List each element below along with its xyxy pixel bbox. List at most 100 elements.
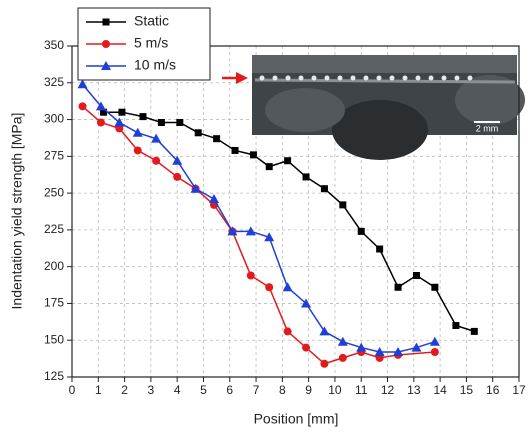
marker (249, 151, 257, 159)
scale-label: 2 mm (476, 123, 499, 133)
x-tick-label: 4 (174, 383, 181, 397)
x-tick-label: 12 (381, 383, 395, 397)
x-tick-label: 0 (69, 383, 76, 397)
marker (118, 108, 126, 116)
marker (100, 108, 108, 116)
marker (172, 155, 183, 165)
inset-indents (259, 75, 473, 81)
marker (265, 283, 274, 292)
x-tick-label: 14 (433, 383, 447, 397)
marker (133, 146, 142, 155)
marker (246, 271, 255, 280)
marker (208, 193, 219, 203)
marker (320, 359, 329, 368)
marker (265, 163, 273, 171)
marker (374, 346, 385, 356)
x-tick-label: 10 (328, 383, 342, 397)
inset-band (252, 55, 517, 73)
marker (356, 342, 367, 352)
x-tick-label: 5 (200, 383, 207, 397)
marker (339, 201, 347, 209)
marker (431, 283, 439, 291)
inset-line (254, 78, 516, 84)
marker (302, 343, 311, 352)
legend-label: 10 m/s (134, 57, 176, 73)
inset-arrow (222, 72, 248, 84)
marker (470, 327, 478, 335)
marker (231, 146, 239, 154)
marker (101, 61, 111, 70)
marker (357, 227, 365, 235)
marker (302, 173, 310, 181)
y-tick-label: 350 (44, 38, 64, 52)
marker (157, 118, 165, 126)
y-tick-label: 300 (44, 112, 64, 126)
marker (78, 102, 87, 111)
marker (394, 283, 402, 291)
inset-shape (455, 75, 525, 125)
marker (102, 18, 110, 26)
x-tick-label: 13 (407, 383, 421, 397)
marker (429, 336, 440, 346)
y-tick-label: 125 (44, 369, 64, 383)
x-tick-label: 8 (279, 383, 286, 397)
marker (77, 79, 88, 89)
marker (264, 232, 275, 242)
y-tick-label: 325 (44, 75, 64, 89)
marker (114, 117, 125, 127)
y-tick-label: 225 (44, 222, 64, 236)
marker (95, 101, 106, 111)
marker (151, 133, 162, 143)
marker (452, 322, 460, 330)
marker (227, 226, 238, 236)
marker (301, 298, 312, 308)
marker (319, 326, 330, 336)
marker (284, 157, 292, 165)
x-tick-label: 15 (460, 383, 474, 397)
x-tick-label: 2 (121, 383, 128, 397)
marker (320, 185, 328, 193)
marker (376, 245, 384, 253)
y-tick-label: 275 (44, 149, 64, 163)
plot-frame (71, 45, 520, 378)
marker (190, 183, 201, 193)
y-tick-label: 250 (44, 185, 64, 199)
marker (139, 113, 147, 121)
x-tick-label: 7 (253, 383, 260, 397)
legend-label: 5 m/s (134, 35, 168, 51)
marker (96, 118, 105, 127)
x-tick-label: 6 (226, 383, 233, 397)
inset-shape (265, 88, 345, 132)
y-tick-label: 175 (44, 296, 64, 310)
x-tick-label: 3 (148, 383, 155, 397)
x-tick-label: 16 (486, 383, 500, 397)
marker (102, 40, 110, 48)
x-tick-label: 9 (305, 383, 312, 397)
marker (283, 327, 292, 336)
inset-shape (332, 100, 428, 160)
y-tick-label: 200 (44, 259, 64, 273)
marker (132, 127, 143, 137)
marker (338, 353, 347, 362)
marker (411, 342, 422, 352)
marker (337, 336, 348, 346)
marker (245, 226, 256, 236)
marker (393, 346, 404, 356)
marker (412, 271, 420, 279)
y-tick-label: 150 (44, 332, 64, 346)
inset-photo: 2 mm (252, 55, 525, 160)
marker (194, 129, 202, 137)
marker (282, 282, 293, 292)
y-axis-label: Indentation yield strength [MPa] (9, 113, 25, 310)
marker (152, 156, 161, 165)
marker (173, 172, 182, 181)
marker (176, 118, 184, 126)
x-tick-label: 17 (512, 383, 526, 397)
x-tick-label: 11 (355, 383, 368, 397)
x-tick-label: 1 (95, 383, 102, 397)
legend-label: Static (134, 13, 169, 29)
marker (430, 347, 439, 356)
legend-box (77, 7, 211, 81)
x-axis-label: Position [mm] (254, 411, 339, 427)
